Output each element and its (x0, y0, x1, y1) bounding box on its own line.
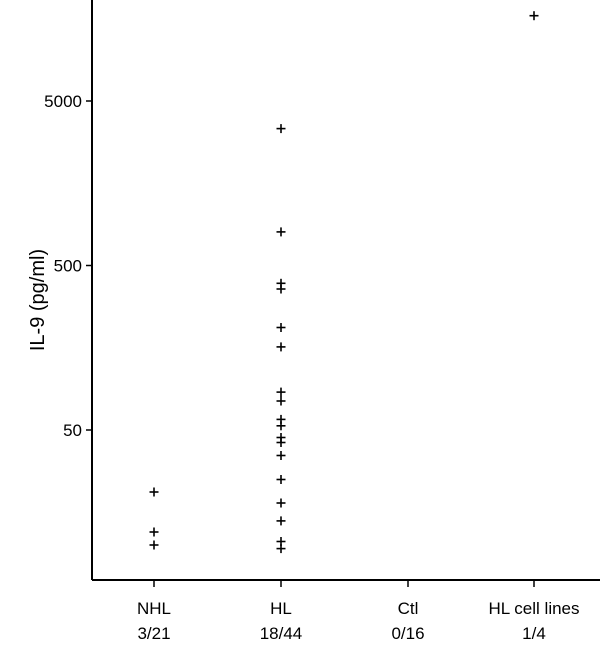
category-ratio: 0/16 (391, 624, 424, 643)
data-point (276, 475, 286, 484)
data-point (149, 527, 159, 537)
data-point (276, 498, 286, 508)
data-point (276, 342, 286, 352)
data-point (276, 516, 286, 526)
axes (91, 0, 600, 581)
x-categories: NHL 3/21 HL 18/44 Ctl 0/16 HL cell lines 1/4 (137, 580, 580, 643)
category-label: HL cell lines (488, 599, 579, 618)
y-axis-label: IL-9 (pg/ml) (27, 249, 49, 351)
category-label: HL (270, 599, 292, 618)
data-point (276, 124, 286, 134)
data-point (276, 396, 286, 406)
data-point (276, 438, 286, 447)
data-point (276, 227, 286, 237)
category-ratio: 3/21 (137, 624, 170, 643)
category-label: NHL (137, 599, 171, 618)
data-point (276, 387, 286, 397)
data-point (149, 487, 159, 497)
data-point (276, 421, 286, 431)
category-ratio: 1/4 (522, 624, 546, 643)
data-point (276, 284, 286, 294)
y-tick-label: 5000 (44, 92, 82, 111)
y-ticks: 50 500 5000 (44, 92, 92, 440)
category-label: Ctl (398, 599, 419, 618)
category-ratio: 18/44 (260, 624, 303, 643)
data-point (149, 540, 159, 550)
data-point (276, 451, 286, 460)
data-points (149, 11, 539, 554)
data-point (529, 11, 539, 21)
y-tick-label: 50 (63, 421, 82, 440)
data-point (276, 544, 286, 554)
data-point (276, 323, 286, 332)
y-tick-label: 500 (54, 257, 82, 276)
